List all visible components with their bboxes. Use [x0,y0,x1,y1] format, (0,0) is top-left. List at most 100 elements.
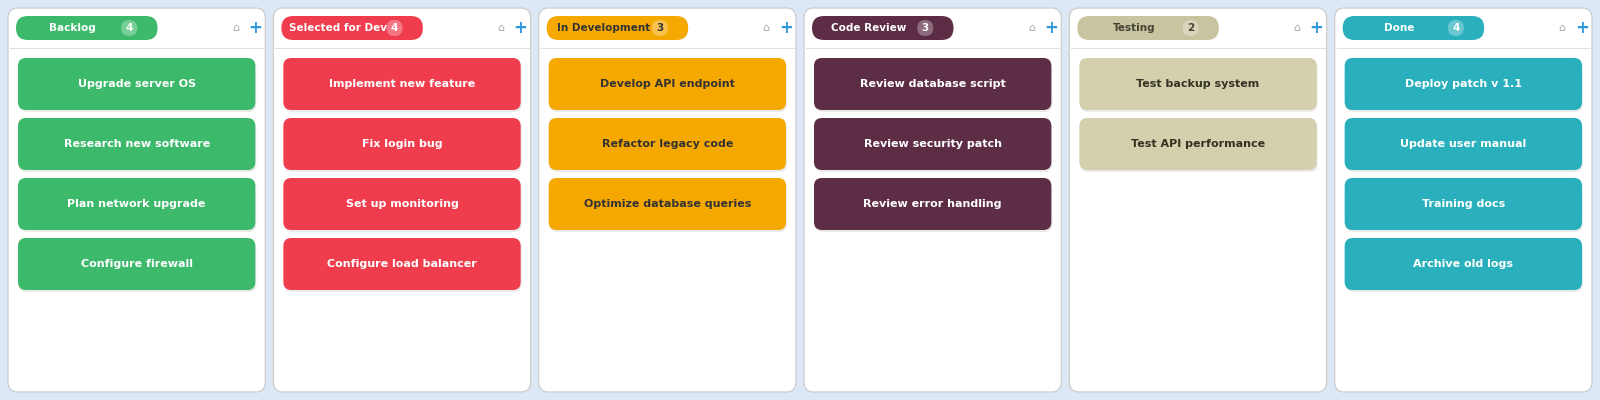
FancyBboxPatch shape [1344,238,1582,290]
Text: Set up monitoring: Set up monitoring [346,199,459,209]
Text: Implement new feature: Implement new feature [330,79,475,89]
Text: 2: 2 [1187,23,1194,33]
Text: 4: 4 [390,23,398,33]
FancyBboxPatch shape [16,16,157,40]
Text: +: + [1310,19,1323,37]
Text: Training docs: Training docs [1422,199,1506,209]
Text: 4: 4 [125,23,133,33]
FancyBboxPatch shape [550,60,787,112]
Text: Archive old logs: Archive old logs [1413,259,1514,269]
FancyBboxPatch shape [285,120,522,172]
FancyBboxPatch shape [1344,118,1582,170]
Text: ⌂: ⌂ [1558,23,1565,33]
FancyBboxPatch shape [283,178,520,230]
FancyBboxPatch shape [1080,60,1318,112]
FancyBboxPatch shape [547,16,688,40]
FancyBboxPatch shape [1077,16,1219,40]
FancyBboxPatch shape [122,20,138,36]
FancyBboxPatch shape [814,178,1051,230]
Text: Research new software: Research new software [64,139,210,149]
Text: Code Review: Code Review [830,23,906,33]
FancyBboxPatch shape [813,16,954,40]
FancyBboxPatch shape [285,180,522,232]
FancyBboxPatch shape [1182,20,1198,36]
FancyBboxPatch shape [1346,60,1582,112]
FancyBboxPatch shape [283,118,520,170]
FancyBboxPatch shape [549,178,786,230]
FancyBboxPatch shape [550,180,787,232]
FancyBboxPatch shape [283,238,520,290]
FancyBboxPatch shape [1346,240,1582,292]
Text: Develop API endpoint: Develop API endpoint [600,79,734,89]
FancyBboxPatch shape [19,240,256,292]
FancyBboxPatch shape [18,118,256,170]
Text: Test backup system: Test backup system [1136,79,1259,89]
FancyBboxPatch shape [274,8,531,392]
Text: Backlog: Backlog [50,23,96,33]
Text: Upgrade server OS: Upgrade server OS [78,79,195,89]
FancyBboxPatch shape [539,8,797,392]
Text: +: + [1574,19,1589,37]
Text: In Development: In Development [557,23,650,33]
FancyBboxPatch shape [285,60,522,112]
FancyBboxPatch shape [19,60,256,112]
FancyBboxPatch shape [1344,58,1582,110]
Text: ⌂: ⌂ [1293,23,1301,33]
FancyBboxPatch shape [282,16,422,40]
FancyBboxPatch shape [8,8,266,392]
FancyBboxPatch shape [1080,58,1317,110]
FancyBboxPatch shape [19,180,256,232]
FancyBboxPatch shape [283,58,520,110]
FancyBboxPatch shape [814,118,1051,170]
FancyBboxPatch shape [1346,180,1582,232]
Text: Optimize database queries: Optimize database queries [584,199,750,209]
Text: ⌂: ⌂ [498,23,504,33]
FancyBboxPatch shape [550,120,787,172]
FancyBboxPatch shape [549,58,786,110]
FancyBboxPatch shape [18,178,256,230]
Text: Test API performance: Test API performance [1131,139,1266,149]
Text: Fix login bug: Fix login bug [362,139,442,149]
FancyBboxPatch shape [917,20,933,36]
FancyBboxPatch shape [1080,118,1317,170]
Text: Refactor legacy code: Refactor legacy code [602,139,733,149]
Text: Configure load balancer: Configure load balancer [326,259,477,269]
FancyBboxPatch shape [814,58,1051,110]
Text: ⌂: ⌂ [763,23,770,33]
Text: +: + [1045,19,1058,37]
FancyBboxPatch shape [18,238,256,290]
Text: 3: 3 [656,23,664,33]
FancyBboxPatch shape [18,58,256,110]
Text: ⌂: ⌂ [1027,23,1035,33]
Text: Plan network upgrade: Plan network upgrade [67,199,206,209]
Text: Review error handling: Review error handling [864,199,1002,209]
FancyBboxPatch shape [19,120,256,172]
Text: +: + [779,19,794,37]
FancyBboxPatch shape [814,60,1053,112]
Text: +: + [514,19,528,37]
FancyBboxPatch shape [814,180,1053,232]
Text: 3: 3 [922,23,930,33]
Text: +: + [248,19,262,37]
Text: Selected for Dev: Selected for Dev [290,23,387,33]
FancyBboxPatch shape [651,20,667,36]
FancyBboxPatch shape [1342,16,1485,40]
Text: Done: Done [1384,23,1414,33]
Text: Review database script: Review database script [859,79,1005,89]
FancyBboxPatch shape [285,240,522,292]
Text: Review security patch: Review security patch [864,139,1002,149]
FancyBboxPatch shape [1448,20,1464,36]
Text: 4: 4 [1453,23,1459,33]
FancyBboxPatch shape [805,8,1061,392]
FancyBboxPatch shape [1080,120,1318,172]
FancyBboxPatch shape [1334,8,1592,392]
FancyBboxPatch shape [1346,120,1582,172]
Text: Configure firewall: Configure firewall [80,259,192,269]
FancyBboxPatch shape [387,20,403,36]
Text: Deploy patch v 1.1: Deploy patch v 1.1 [1405,79,1522,89]
Text: Update user manual: Update user manual [1400,139,1526,149]
Text: ⌂: ⌂ [232,23,238,33]
FancyBboxPatch shape [1344,178,1582,230]
FancyBboxPatch shape [549,118,786,170]
FancyBboxPatch shape [814,120,1053,172]
